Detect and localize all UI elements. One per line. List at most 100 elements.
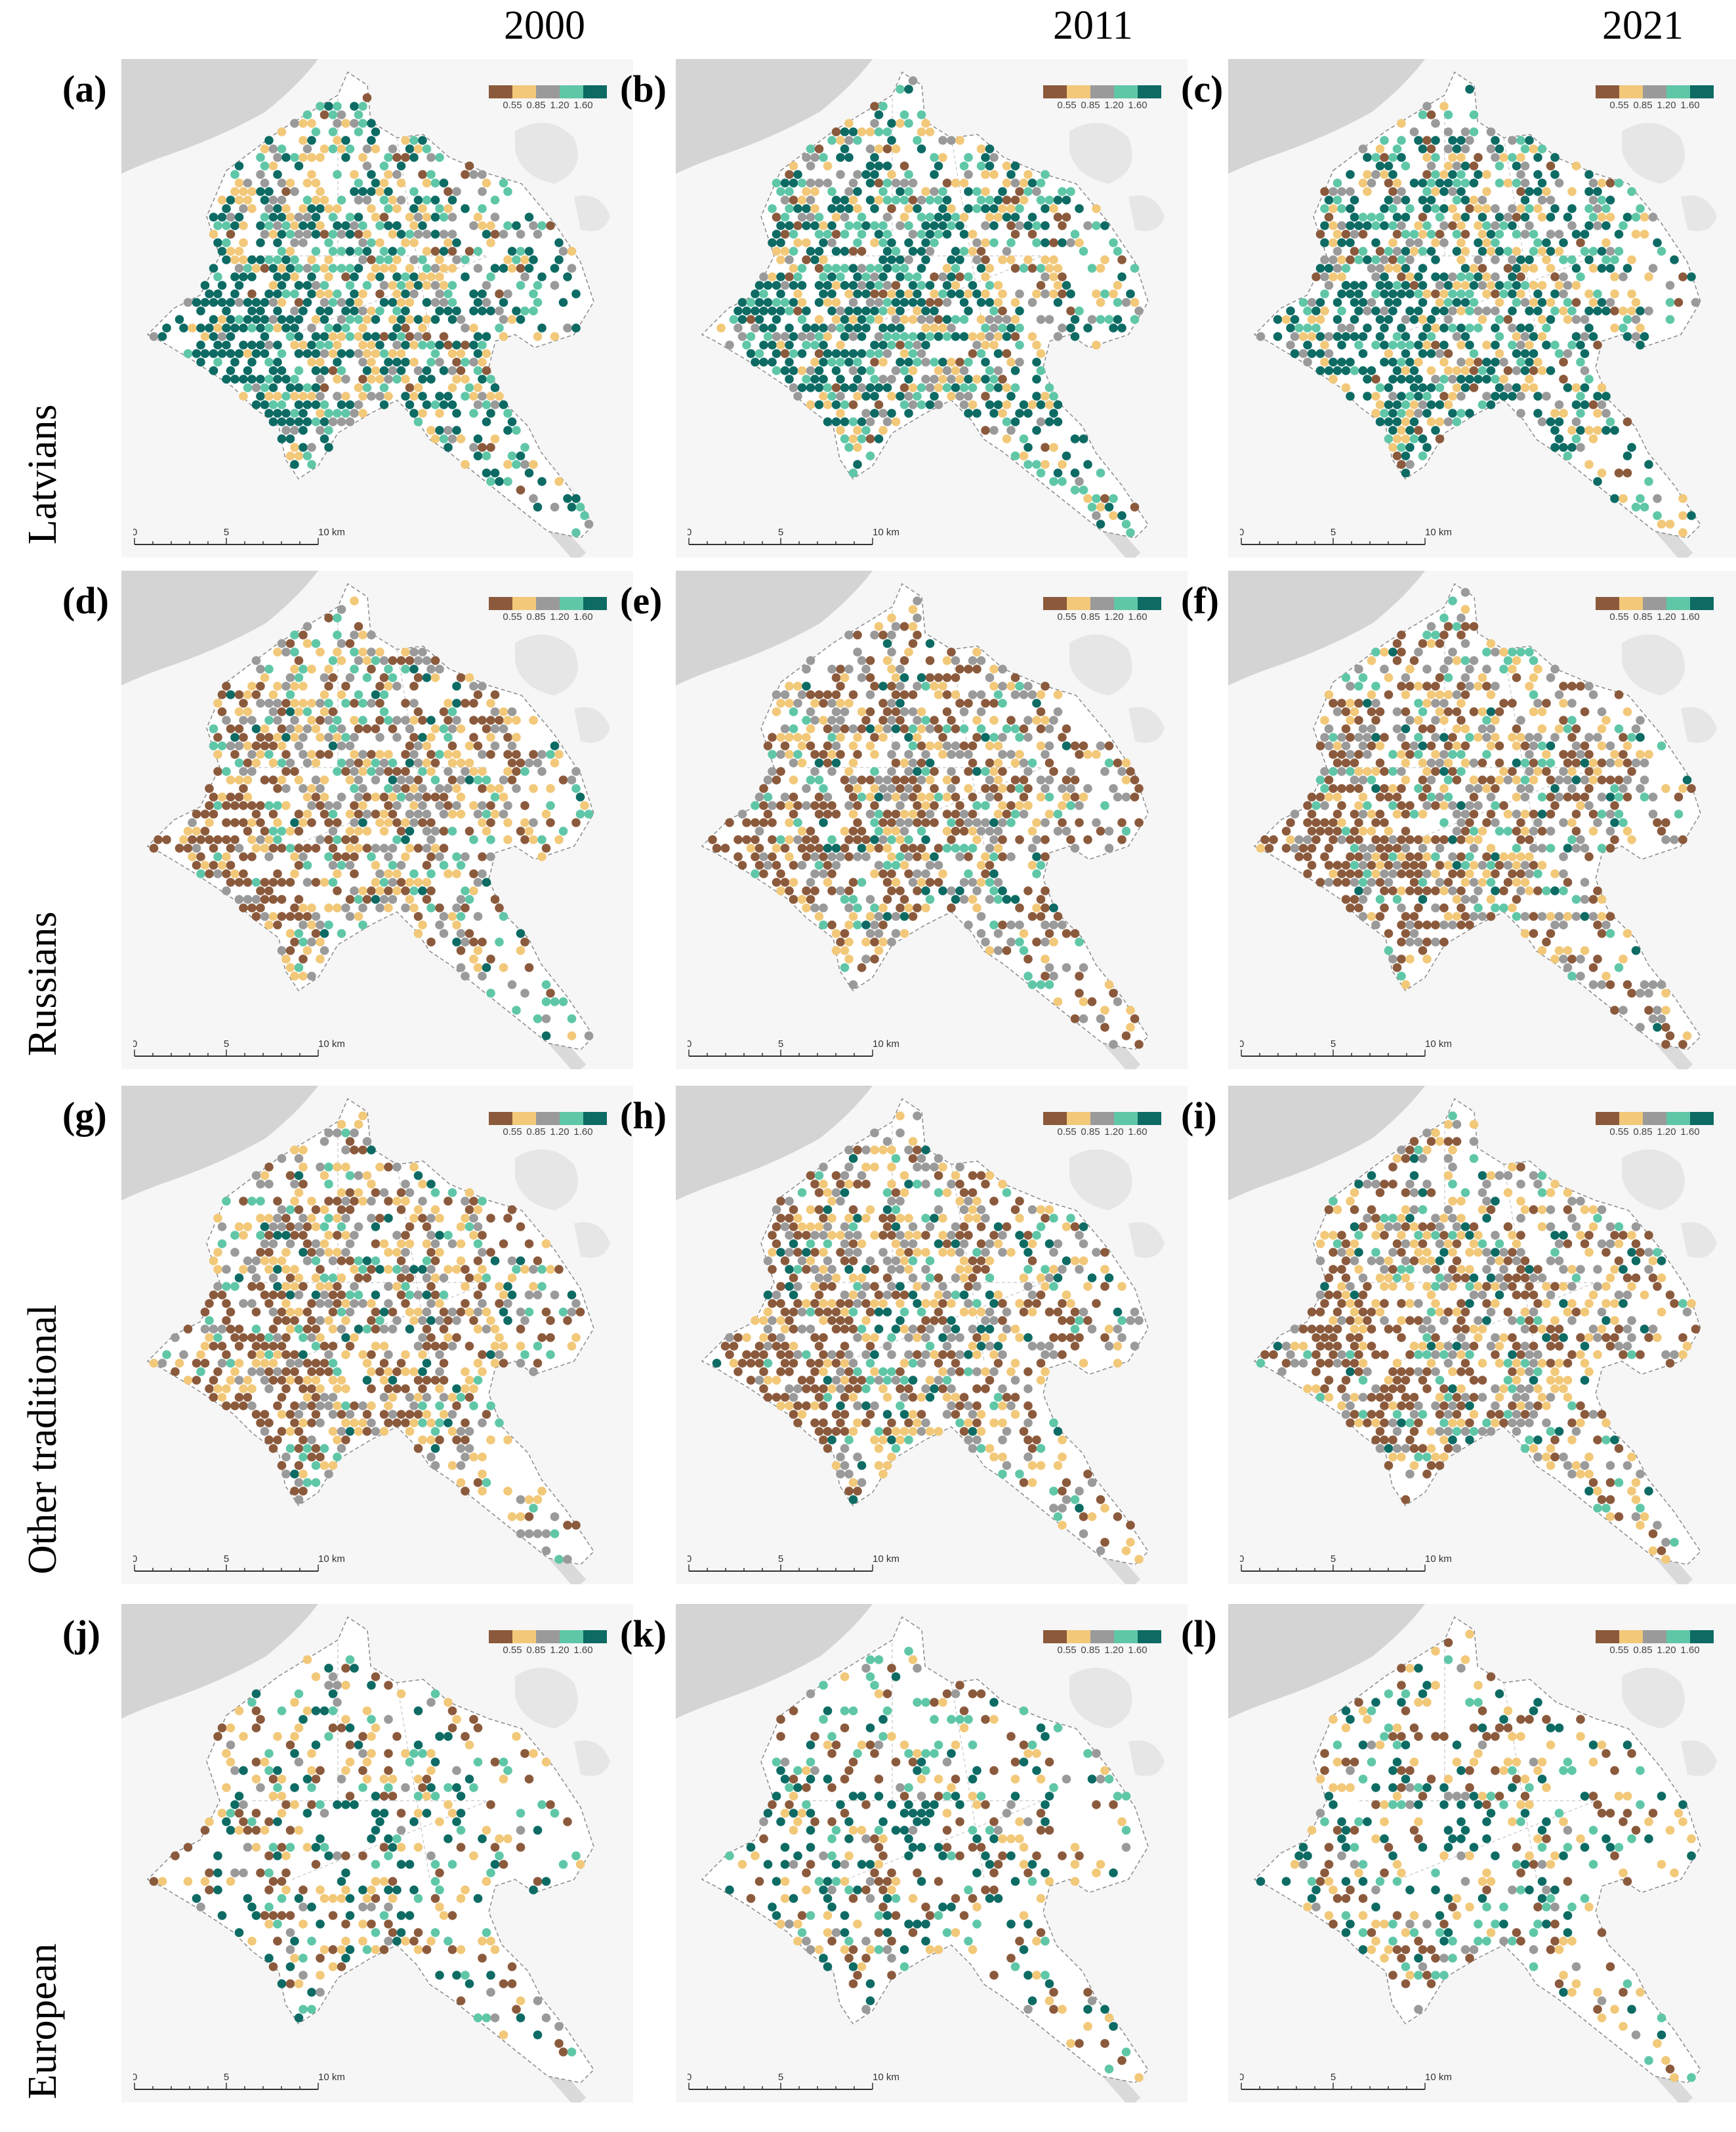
scale-bar-label: 10 km: [1425, 1553, 1452, 1565]
legend-tick-label: 0.55: [1057, 611, 1077, 623]
legend-tick-label: 1.60: [1680, 100, 1700, 111]
legend-color-bar: [1043, 1112, 1161, 1125]
scale-bar-label: 0: [688, 1553, 692, 1565]
legend-color-bar: [1043, 85, 1161, 98]
legend-swatch: [1114, 1630, 1138, 1643]
scale-bar-label: 5: [1331, 1553, 1336, 1565]
legend-tick-label: 1.20: [550, 611, 569, 623]
legend-tick-label: 1.60: [573, 611, 593, 623]
legend-swatch: [1690, 597, 1714, 610]
scale-bar-graphic: 0 5 10 km: [1239, 527, 1452, 545]
legend-swatch: [1043, 597, 1067, 610]
legend-ticks: 0.55 0.85 1.20 1.60: [489, 610, 607, 625]
legend-tick-label: 0.85: [526, 611, 546, 623]
legend-swatch: [1619, 1112, 1643, 1125]
scale-bar: 0 5 10 km: [1239, 2070, 1463, 2099]
year-header-2021: 2021: [1602, 3, 1684, 48]
legend-ticks: 0.55 0.85 1.20 1.60: [1596, 1125, 1714, 1139]
scale-bar-label: 10 km: [1425, 1038, 1452, 1050]
legend-swatch: [1090, 85, 1114, 98]
legend-color-bar: [489, 1630, 607, 1643]
scale-bar-label: 10 km: [318, 1553, 345, 1565]
legend-swatch: [1619, 597, 1643, 610]
gulf-water: [1228, 571, 1425, 686]
legend-tick-label: 1.60: [573, 1645, 593, 1656]
map-panel-russians-2021: 0.55 0.85 1.20 1.60 0 5 10 km: [1228, 571, 1736, 1069]
scale-bar-label: 0: [1240, 527, 1244, 538]
row-label-russians: Russians: [20, 911, 65, 1056]
lake-shape: [515, 1668, 578, 1729]
color-legend: 0.55 0.85 1.20 1.60: [1596, 1630, 1714, 1658]
map-panel-latvians-2011: 0.55 0.85 1.20 1.60 0 5 10 km: [676, 59, 1188, 558]
legend-tick-label: 1.60: [573, 1126, 593, 1138]
legend-color-bar: [489, 1112, 607, 1125]
legend-swatch: [1067, 597, 1090, 610]
lake-shape: [574, 1222, 610, 1258]
legend-swatch: [512, 1112, 536, 1125]
legend-tick-label: 1.60: [1128, 611, 1147, 623]
lake-shape: [1069, 1668, 1132, 1729]
scale-bar-graphic: 0 5 10 km: [1239, 1553, 1452, 1572]
lake-shape: [1681, 707, 1717, 743]
scale-bar-label: 10 km: [873, 1553, 899, 1565]
scale-bar-graphic: 0 5 10 km: [686, 2072, 899, 2090]
hex-cells: [1256, 85, 1701, 537]
map-panel-european-2011: 0.55 0.85 1.20 1.60 0 5 10 km: [676, 1604, 1188, 2102]
map-canvas: [121, 1086, 633, 1584]
legend-swatch: [489, 1112, 512, 1125]
scale-bar-label: 0: [133, 1553, 137, 1565]
panel-letter: (h): [620, 1094, 667, 1137]
legend-swatch: [560, 1112, 583, 1125]
scale-bar-label: 0: [133, 1038, 137, 1050]
legend-ticks: 0.55 0.85 1.20 1.60: [489, 1125, 607, 1139]
scale-bar: 0 5 10 km: [132, 2070, 356, 2099]
map-panel-european-2021: 0.55 0.85 1.20 1.60 0 5 10 km: [1228, 1604, 1736, 2102]
legend-tick-label: 1.60: [1680, 1645, 1700, 1656]
row-label-european: European: [20, 1943, 65, 2099]
legend-tick-label: 0.55: [503, 100, 522, 111]
scale-bar-label: 10 km: [873, 1038, 899, 1050]
year-header-2000: 2000: [504, 3, 585, 48]
legend-tick-label: 1.20: [1104, 100, 1124, 111]
legend-tick-label: 0.55: [503, 1645, 522, 1656]
legend-tick-label: 1.20: [1104, 1126, 1124, 1138]
scale-bar: 0 5 10 km: [686, 525, 911, 554]
lake-shape: [1128, 1740, 1165, 1776]
legend-swatch: [536, 1112, 560, 1125]
legend-swatch: [1138, 597, 1161, 610]
legend-color-bar: [489, 597, 607, 610]
legend-swatch: [583, 597, 607, 610]
legend-swatch: [1138, 1112, 1161, 1125]
legend-swatch: [1067, 1112, 1090, 1125]
gulf-water: [676, 59, 873, 174]
scale-bar-label: 0: [1240, 1038, 1244, 1050]
legend-tick-label: 0.55: [1057, 1645, 1077, 1656]
legend-tick-label: 1.60: [1128, 1126, 1147, 1138]
scale-bar-label: 0: [1240, 2072, 1244, 2083]
district-lines: [253, 1643, 489, 1880]
legend-ticks: 0.55 0.85 1.20 1.60: [1596, 98, 1714, 113]
lake-shape: [1128, 195, 1165, 232]
map-panel-other-traditional-2021: 0.55 0.85 1.20 1.60 0 5 10 km: [1228, 1086, 1736, 1584]
map-panel-european-2000: 0.55 0.85 1.20 1.60 0 5 10 km: [121, 1604, 633, 2102]
scale-bar-graphic: 0 5 10 km: [686, 1038, 899, 1057]
color-legend: 0.55 0.85 1.20 1.60: [1596, 597, 1714, 625]
legend-tick-label: 1.60: [1680, 1126, 1700, 1138]
legend-swatch: [560, 597, 583, 610]
scale-bar-label: 5: [1331, 2072, 1336, 2083]
legend-tick-label: 0.85: [1633, 611, 1653, 623]
legend-tick-label: 1.20: [1104, 1645, 1124, 1656]
legend-ticks: 0.55 0.85 1.20 1.60: [1043, 98, 1161, 113]
legend-tick-label: 0.85: [1633, 1126, 1653, 1138]
legend-swatch: [1138, 1630, 1161, 1643]
scale-bar-label: 10 km: [873, 527, 899, 538]
year-header-2011: 2011: [1053, 3, 1133, 48]
gulf-water: [121, 1086, 318, 1200]
legend-color-bar: [1596, 1630, 1714, 1643]
lake-shape: [1681, 1740, 1717, 1776]
color-legend: 0.55 0.85 1.20 1.60: [1043, 1630, 1161, 1658]
legend-swatch: [1643, 1630, 1666, 1643]
legend-swatch: [536, 85, 560, 98]
legend-swatch: [512, 597, 536, 610]
legend-ticks: 0.55 0.85 1.20 1.60: [1043, 1125, 1161, 1139]
